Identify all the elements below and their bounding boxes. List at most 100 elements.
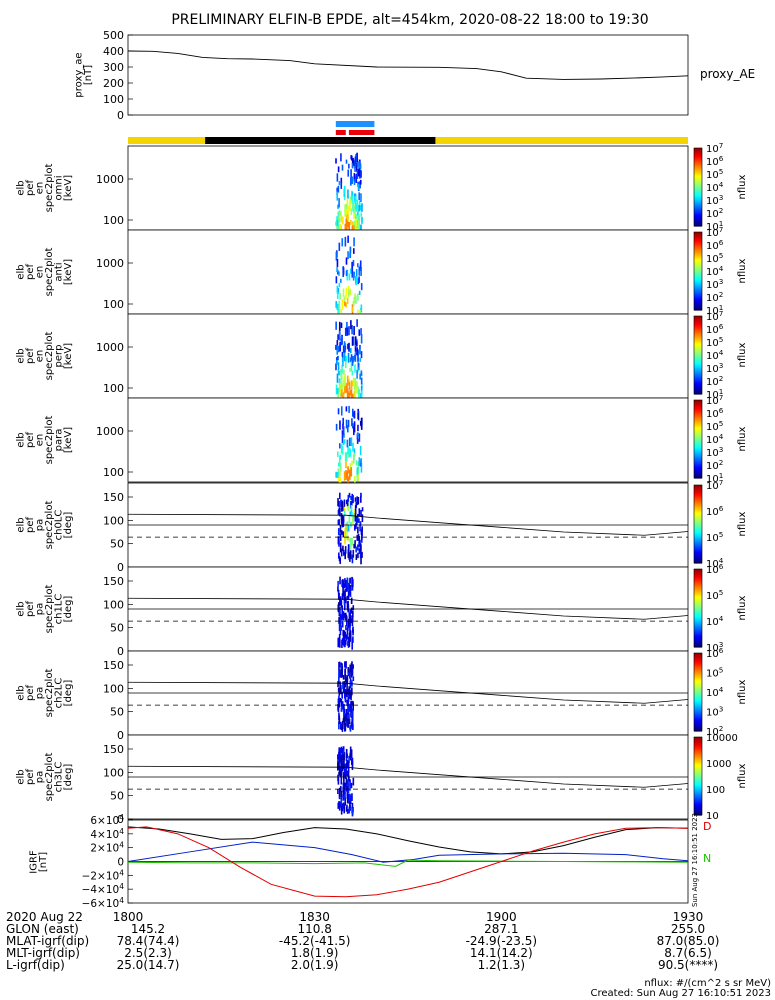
colorbar-tick-label: 103 [706,705,723,719]
colorbar-tick-label: 107 [706,393,723,407]
pa-pixel [337,637,340,645]
energy-pixel [351,370,354,376]
colorbar-cell [694,463,702,466]
pa-pixel [350,615,352,623]
orbit-value: 2.0(1.9) [291,958,339,972]
energy-pixel [360,462,363,473]
colorbar-label: nflux [737,174,748,199]
colorbar-cell [694,785,702,787]
colorbar-label: nflux [737,258,748,283]
energy-pixel [359,179,362,185]
energy-pixel [352,426,355,436]
pa-pixel [341,803,344,812]
energy-pixel [337,362,340,372]
pa-pixel [344,668,347,674]
colorbar-cell [694,511,702,513]
colorbar-cell [694,220,702,223]
pa-pixel [349,795,352,805]
colorbar-cell [694,198,702,201]
colorbar-cell [694,507,702,509]
colorbar-cell [694,755,702,758]
colorbar-cell [694,334,702,337]
energy-pixel [335,471,337,478]
colorbar-cell [694,659,702,662]
colorbar-cell [694,445,702,448]
energy-pixel [349,389,351,396]
colorbar-cell [694,547,702,550]
pa-pixel [351,761,354,770]
colorbar-cell [694,357,702,360]
orbit-value: 255.0 [671,922,705,936]
energy-pixel [354,354,356,361]
colorbar-cell [694,490,702,493]
pa-pixel [338,721,340,730]
colorbar-cell [694,760,702,763]
pa-pixel [352,549,355,558]
energy-pixel [335,321,337,330]
colorbar-cell [694,282,702,285]
colorbar-cell [694,246,702,249]
colorbar-cell [694,509,702,512]
pa-pixel [340,599,343,605]
pa-pixel [348,703,350,713]
igrf-series-black [127,826,689,855]
colorbar-cell [694,727,702,729]
colorbar-cell [694,402,702,405]
colorbar-cell [694,591,702,593]
energy-pixel [357,424,359,432]
colorbar-tick-label: 105 [706,419,723,433]
energy-pixel [338,382,341,390]
pa-pixel [343,716,346,726]
colorbar-label-text: nflux [737,511,748,536]
colorbar-cell [694,773,702,776]
energy-pixel [347,235,349,243]
igrf-ytick-label: 0 [117,857,124,869]
igrf-ytick-label: 6×104 [90,813,124,827]
orbit-row-label: MLT-igrf(dip) [6,946,80,960]
pa-pixel [351,687,353,696]
pa-pixel [348,755,350,763]
energy-pixel [346,471,349,478]
colorbar-cell [694,272,702,275]
pa-pixel [343,583,345,589]
energy-pixel [339,384,342,393]
colorbar-cell [694,774,702,777]
colorbar-cell [694,325,702,327]
colorbar-cell [694,388,702,391]
colorbar-cell [694,589,702,592]
colorbar-cell [694,770,702,773]
energy-pixel [346,382,348,389]
colorbar-tick-label: 107 [706,309,723,323]
pa-pixel [349,783,351,791]
energy-pixel [353,173,356,179]
energy-pixel [354,389,356,399]
colorbar-cell [694,508,702,511]
pa-pixel [344,797,347,806]
pa-pixel [346,699,349,706]
ylabel-line: pa [34,771,45,783]
colorbar-cell [694,187,702,189]
colorbar-tick-label: 102 [706,374,723,388]
colorbar-cell [694,671,702,674]
pa-pixel [348,578,351,585]
colorbar-cell [694,765,702,768]
colorbar-cell [694,441,702,444]
energy-pixel [339,477,342,487]
energy-pixel [351,267,354,278]
energy-ytick-label: 1000 [96,173,124,186]
orbit-time-label: 1830 [299,910,330,924]
energy-pixel [341,303,344,310]
energy-pixel [357,362,360,371]
colorbar-cell [694,613,702,616]
pa-pixel [346,577,349,587]
pa-pixel [344,673,347,680]
colorbar-cell [694,623,702,626]
pa-pixel [344,786,346,795]
energy-pixel [348,206,351,212]
colorbar-cell [694,653,702,655]
colorbar-cell [694,174,702,176]
colorbar-cell [694,517,702,520]
colorbar-cell [694,707,702,710]
pa-pixel [346,770,348,777]
